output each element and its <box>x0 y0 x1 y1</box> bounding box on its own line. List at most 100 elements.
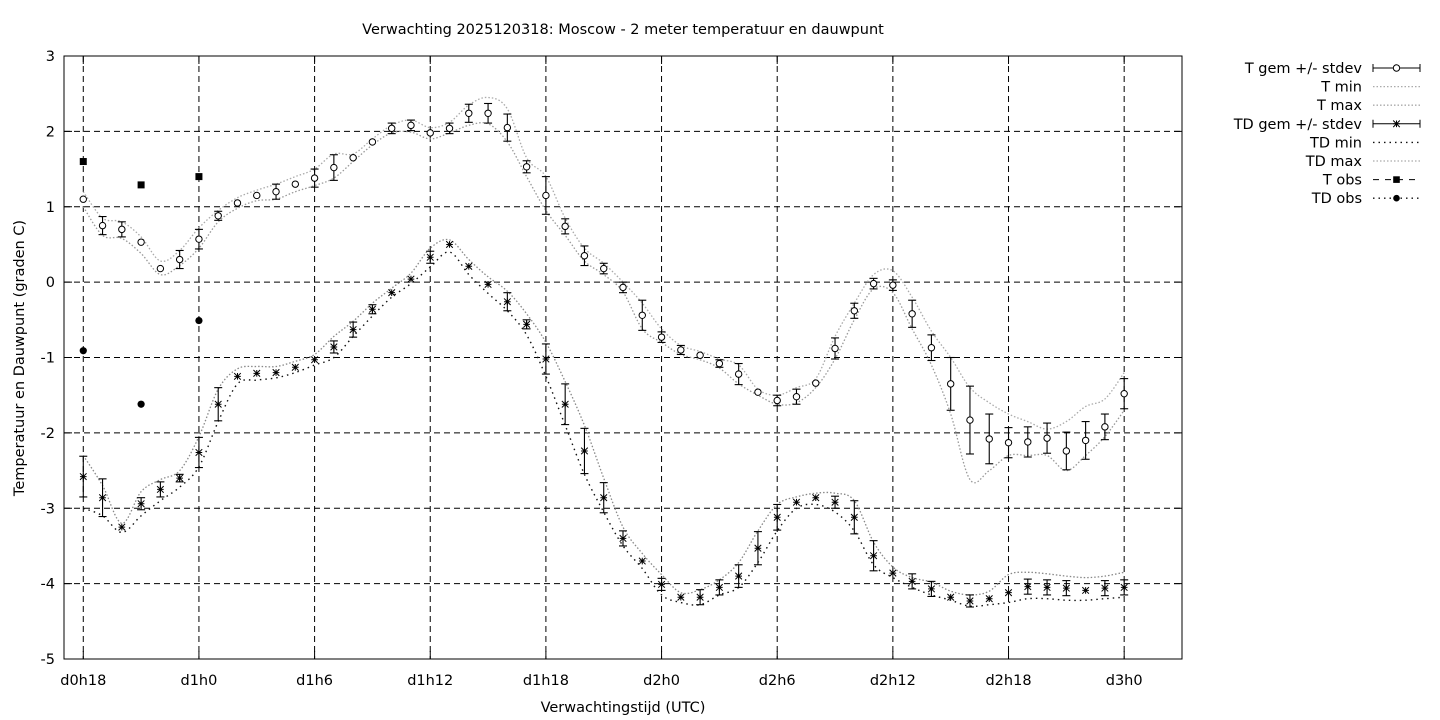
td-mean-point <box>773 513 781 521</box>
td-mean-point <box>291 363 299 371</box>
td-mean-point <box>407 275 415 283</box>
td-mean-point <box>1024 582 1032 591</box>
t-min-line <box>82 122 1125 484</box>
t-mean-point <box>253 191 261 200</box>
t-obs-point <box>79 158 87 166</box>
t-mean-point <box>657 333 666 341</box>
td-mean-point <box>561 400 569 408</box>
y-tick-label: -5 <box>41 652 55 668</box>
t-mean-point <box>812 379 820 387</box>
x-tick-label: d1h12 <box>407 673 453 689</box>
t-mean-point <box>330 163 338 172</box>
td-mean-point <box>985 595 993 603</box>
t-mean-point <box>831 344 839 353</box>
legend-label: TD max <box>1305 154 1363 170</box>
t-mean-point <box>407 121 415 130</box>
legend-label: TD obs <box>1311 191 1362 207</box>
data-markers <box>79 109 1128 605</box>
t-obs-point <box>137 181 145 189</box>
td-mean-point <box>580 447 589 455</box>
t-mean-point <box>522 163 531 171</box>
t-mean-point <box>445 124 454 133</box>
td-mean-point <box>465 262 473 270</box>
t-mean-point <box>175 255 184 264</box>
axis-ticks: 3 2 1 0 -1 -2 -3 -4 -5 d0h18 d1h0 d1h6 d1h12 d1h18 d2h… <box>41 49 1182 689</box>
t-mean-point <box>1081 436 1090 445</box>
t-mean-point <box>118 225 126 234</box>
td-mean-point <box>966 597 974 605</box>
t-mean-point <box>79 195 87 203</box>
t-mean-point <box>214 212 222 220</box>
legend-swatch-marker <box>1393 176 1400 183</box>
t-mean-point <box>734 370 743 378</box>
t-mean-point <box>696 351 704 359</box>
t-mean-point <box>1120 389 1128 398</box>
td-mean-point <box>176 474 184 482</box>
t-obs-point <box>195 173 203 181</box>
td-mean-point <box>927 585 936 593</box>
t-mean-point <box>1024 438 1032 446</box>
x-tick-label: d1h6 <box>296 673 333 689</box>
t-mean-point <box>773 396 781 405</box>
x-tick-label: d1h0 <box>181 673 218 689</box>
t-mean-point <box>542 191 550 200</box>
legend-swatch-marker <box>1392 120 1401 128</box>
td-mean-point <box>1043 583 1051 592</box>
td-mean-point <box>908 577 916 586</box>
td-mean-point <box>619 534 627 543</box>
t-mean-point <box>387 124 396 133</box>
t-mean-point <box>484 109 492 117</box>
td-mean-point <box>388 289 396 297</box>
td-mean-point <box>310 356 319 364</box>
y-tick-label: 3 <box>46 49 55 65</box>
legend-label: TD min <box>1309 135 1362 151</box>
td-mean-point <box>195 448 203 457</box>
x-tick-label: d0h18 <box>60 673 106 689</box>
td-mean-point <box>253 369 261 377</box>
t-mean-point <box>715 359 724 368</box>
x-tick-label: d2h18 <box>985 673 1031 689</box>
legend: T gem +/- stdev T min T max TD gem +/- stde… <box>1233 61 1421 207</box>
td-mean-point <box>1081 586 1090 595</box>
td-mean-point <box>869 552 878 560</box>
x-tick-label: d2h6 <box>759 673 796 689</box>
td-min-line <box>83 251 1125 608</box>
plot-frame <box>63 55 1183 660</box>
td-mean-point <box>1062 584 1070 592</box>
t-mean-point <box>426 129 434 137</box>
td-mean-point <box>542 355 550 363</box>
t-mean-point <box>580 252 589 260</box>
td-mean-point <box>696 593 704 601</box>
grid <box>64 56 1182 659</box>
y-tick-label: -4 <box>41 577 55 593</box>
t-mean-point <box>156 264 165 273</box>
t-mean-point <box>368 138 377 146</box>
t-mean-point <box>272 187 280 196</box>
td-mean-point <box>850 513 858 521</box>
x-tick-label: d3h0 <box>1106 673 1143 689</box>
legend-swatch-marker <box>1392 64 1401 72</box>
td-mean-point <box>735 572 743 580</box>
td-mean-point <box>889 569 897 577</box>
legend-label: TD gem +/- stdev <box>1233 117 1363 133</box>
t-mean-point <box>619 283 627 292</box>
t-mean-point <box>137 238 145 246</box>
t-mean-point <box>291 180 300 188</box>
t-mean-point <box>349 154 357 162</box>
t-mean-point <box>98 221 107 230</box>
t-mean-point <box>966 416 974 424</box>
td-mean-point <box>754 544 762 552</box>
td-mean-point <box>947 593 955 601</box>
td-mean-point <box>657 580 666 589</box>
chart-title: Verwachting 2025120318: Moscow - 2 meter… <box>362 22 884 38</box>
t-mean-point <box>600 264 608 273</box>
y-tick-label: -1 <box>41 351 55 367</box>
t-mean-point <box>850 307 859 315</box>
td-mean-point <box>792 498 801 506</box>
t-mean-point <box>908 310 916 318</box>
legend-label: T max <box>1316 98 1362 114</box>
td-mean-point <box>233 372 242 380</box>
td-obs-point <box>79 347 87 355</box>
td-mean-point <box>1004 589 1013 597</box>
